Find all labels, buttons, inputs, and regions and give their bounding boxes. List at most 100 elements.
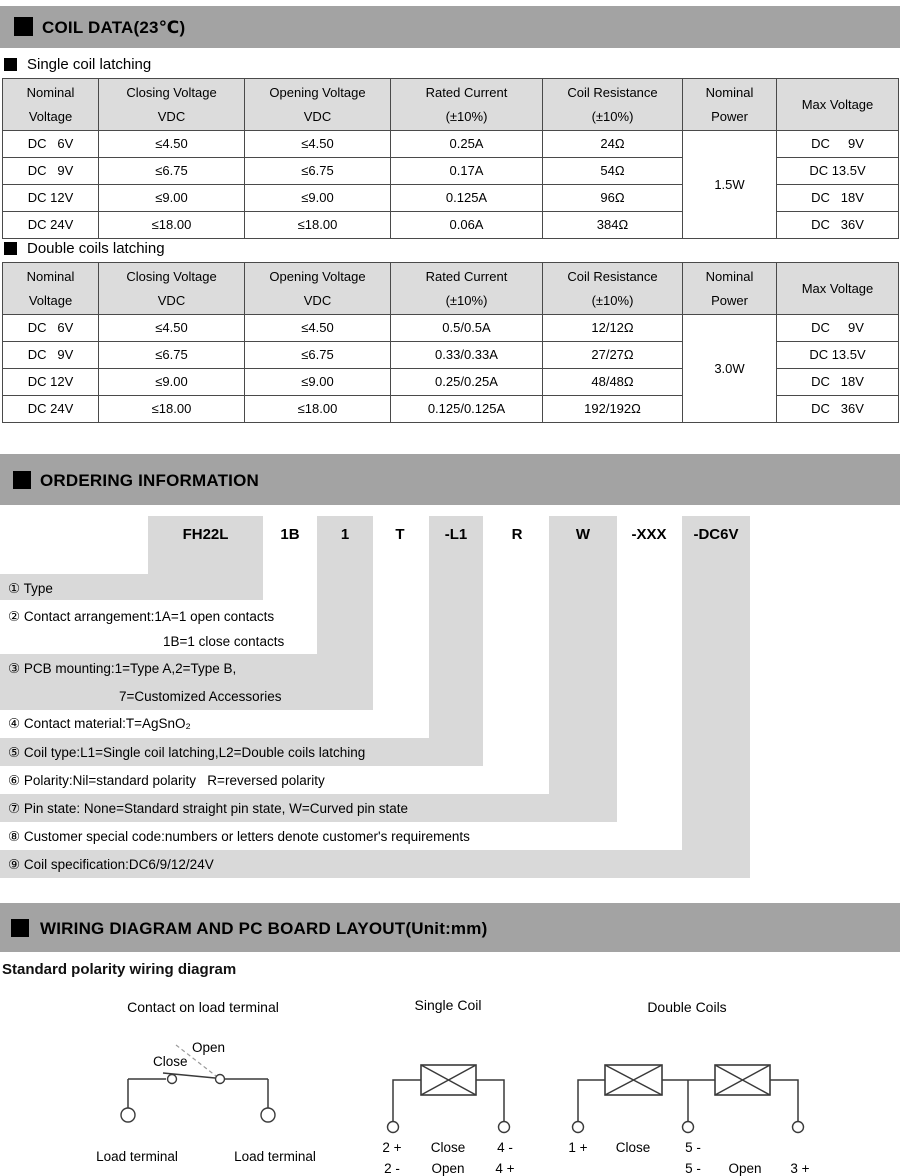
- ordering-shaded-column: [682, 516, 750, 878]
- header-cell: Max Voltage: [776, 262, 899, 315]
- ordering-shaded-row: [0, 654, 373, 710]
- ordering-shaded-row: [0, 574, 263, 600]
- header-cell: Coil Resistance (±10%): [542, 78, 683, 131]
- ordering-item-6: ⑥ Polarity:Nil=standard polarity R=rever…: [8, 773, 325, 788]
- table-cell: ≤9.00: [98, 368, 245, 396]
- header-cell: Opening Voltage VDC: [244, 78, 391, 131]
- table-cell: 0.25A: [390, 130, 543, 158]
- subtitle-square-icon: [4, 58, 17, 71]
- ordering-item-2: ② Contact arrangement:1A=1 open contacts: [8, 609, 275, 624]
- table-cell: 54Ω: [542, 157, 683, 185]
- table-cell: ≤6.75: [244, 157, 391, 185]
- nominal-voltage-cell: DC 12V: [2, 368, 99, 396]
- ordering-shaded-column: [429, 516, 483, 766]
- nominal-voltage-cell: DC 9V: [2, 341, 99, 369]
- section-square-icon: [11, 919, 29, 937]
- single-coil-subtitle: Single coil latching: [0, 56, 400, 74]
- ordering-item-1: ① Type: [8, 581, 53, 596]
- load-terminal-label: Load terminal: [234, 1149, 316, 1164]
- ordering-header-bar: ORDERING INFORMATION: [0, 454, 900, 505]
- double-coils-open-label: Open: [728, 1161, 762, 1176]
- table-header-row: Nominal Voltage Closing Voltage VDC Open…: [2, 78, 899, 131]
- part-code-pin-state: W: [575, 526, 591, 543]
- header-cell: Closing Voltage VDC: [98, 78, 245, 131]
- wiring-title: WIRING DIAGRAM AND PC BOARD LAYOUT(Unit:…: [40, 919, 488, 938]
- table-cell: 192/192Ω: [542, 395, 683, 423]
- table-cell: ≤18.00: [98, 211, 245, 239]
- ordering-diagram: FH22L 1B 1 T -L1 R W -XXX -DC6V ① Type ②…: [0, 516, 900, 878]
- double-coils-pin-label: 5 -: [685, 1161, 701, 1176]
- table-cell: 0.25/0.25A: [390, 368, 543, 396]
- table-row: DC 6V ≤4.50 ≤4.50 0.5/0.5A 12/12Ω 3.0W D…: [2, 314, 899, 423]
- table-cell: 0.06A: [390, 211, 543, 239]
- section-square-icon: [13, 471, 31, 489]
- ordering-item-3: ③ PCB mounting:1=Type A,2=Type B,: [8, 661, 237, 676]
- header-cell: Max Voltage: [776, 78, 899, 131]
- single-coil-diagram: [386, 1064, 511, 1134]
- table-cell: DC 13.5V: [776, 157, 899, 185]
- double-coil-table: Nominal Voltage Closing Voltage VDC Open…: [2, 262, 899, 423]
- ordering-shaded-row: [0, 738, 483, 766]
- table-cell: DC 18V: [776, 184, 899, 212]
- table-cell: 27/27Ω: [542, 341, 683, 369]
- table-cell: 48/48Ω: [542, 368, 683, 396]
- part-code-polarity: R: [511, 526, 523, 543]
- table-row: DC 12V ≤9.00 ≤9.00 0.125A 96Ω DC 18V: [2, 184, 899, 212]
- single-coil-pin-label: 4 +: [495, 1161, 515, 1176]
- single-coil-open-label: Open: [431, 1161, 465, 1176]
- header-cell: Closing Voltage VDC: [98, 262, 245, 315]
- double-coils-close-label: Close: [615, 1140, 651, 1155]
- wiring-header-bar: WIRING DIAGRAM AND PC BOARD LAYOUT(Unit:…: [0, 903, 900, 952]
- table-cell: ≤9.00: [244, 184, 391, 212]
- table-cell: ≤4.50: [98, 314, 245, 342]
- table-cell: 384Ω: [542, 211, 683, 239]
- table-cell: DC 36V: [776, 211, 899, 239]
- nominal-voltage-cell: DC 24V: [2, 395, 99, 423]
- header-cell: Nominal Power: [682, 78, 777, 131]
- table-cell: 0.125A: [390, 184, 543, 212]
- table-header-row: Nominal Voltage Closing Voltage VDC Open…: [2, 262, 899, 315]
- table-row: DC 9V ≤6.75 ≤6.75 0.17A 54Ω DC 13.5V: [2, 157, 899, 185]
- load-terminal-label: Load terminal: [96, 1149, 178, 1164]
- table-cell: ≤4.50: [244, 314, 391, 342]
- table-row: DC 24V ≤18.00 ≤18.00 0.125/0.125A 192/19…: [2, 395, 899, 423]
- table-cell: ≤18.00: [98, 395, 245, 423]
- ordering-title: ORDERING INFORMATION: [40, 471, 260, 490]
- double-coils-pin-label: 3 +: [790, 1161, 810, 1176]
- table-cell: ≤18.00: [244, 395, 391, 423]
- ordering-item-5: ⑤ Coil type:L1=Single coil latching,L2=D…: [8, 745, 366, 760]
- table-cell: ≤4.50: [244, 130, 391, 158]
- subtitle-square-icon: [4, 242, 17, 255]
- ordering-item-3b: 7=Customized Accessories: [119, 689, 282, 704]
- double-coil-subtitle: Double coils latching: [0, 240, 400, 258]
- table-cell: 24Ω: [542, 130, 683, 158]
- ordering-item-7: ⑦ Pin state: None=Standard straight pin …: [8, 801, 409, 816]
- ordering-shaded-row: [0, 850, 750, 878]
- section-square-icon: [14, 17, 33, 36]
- subtitle-text: Single coil latching: [27, 56, 152, 73]
- table-cell: 12/12Ω: [542, 314, 683, 342]
- part-code-special: -XXX: [631, 526, 667, 543]
- ordering-shaded-row: [0, 794, 617, 822]
- table-cell: ≤4.50: [98, 130, 245, 158]
- table-row: DC 6V ≤4.50 ≤4.50 0.25A 24Ω 1.5W DC 9V: [2, 130, 899, 239]
- nominal-voltage-cell: DC 6V: [2, 130, 99, 158]
- header-cell: Nominal Power: [682, 262, 777, 315]
- header-cell: Rated Current (±10%): [390, 262, 543, 315]
- nominal-power-cell: 1.5W: [682, 130, 777, 239]
- part-code-coil-spec: -DC6V: [693, 526, 739, 543]
- table-cell: ≤9.00: [244, 368, 391, 396]
- part-code-material: T: [395, 526, 405, 543]
- header-cell: Opening Voltage VDC: [244, 262, 391, 315]
- table-cell: DC 18V: [776, 368, 899, 396]
- table-cell: DC 13.5V: [776, 341, 899, 369]
- close-label: Close: [153, 1054, 188, 1069]
- single-coil-pin-label: 4 -: [497, 1140, 513, 1155]
- header-cell: Coil Resistance (±10%): [542, 262, 683, 315]
- wiring-diagram-svg: [120, 1044, 805, 1134]
- header-cell: Nominal Voltage: [2, 78, 99, 131]
- table-cell: DC 36V: [776, 395, 899, 423]
- ordering-item-4: ④ Contact material:T=AgSnO₂: [8, 716, 191, 731]
- table-cell: ≤6.75: [98, 157, 245, 185]
- table-cell: DC 9V: [776, 130, 899, 158]
